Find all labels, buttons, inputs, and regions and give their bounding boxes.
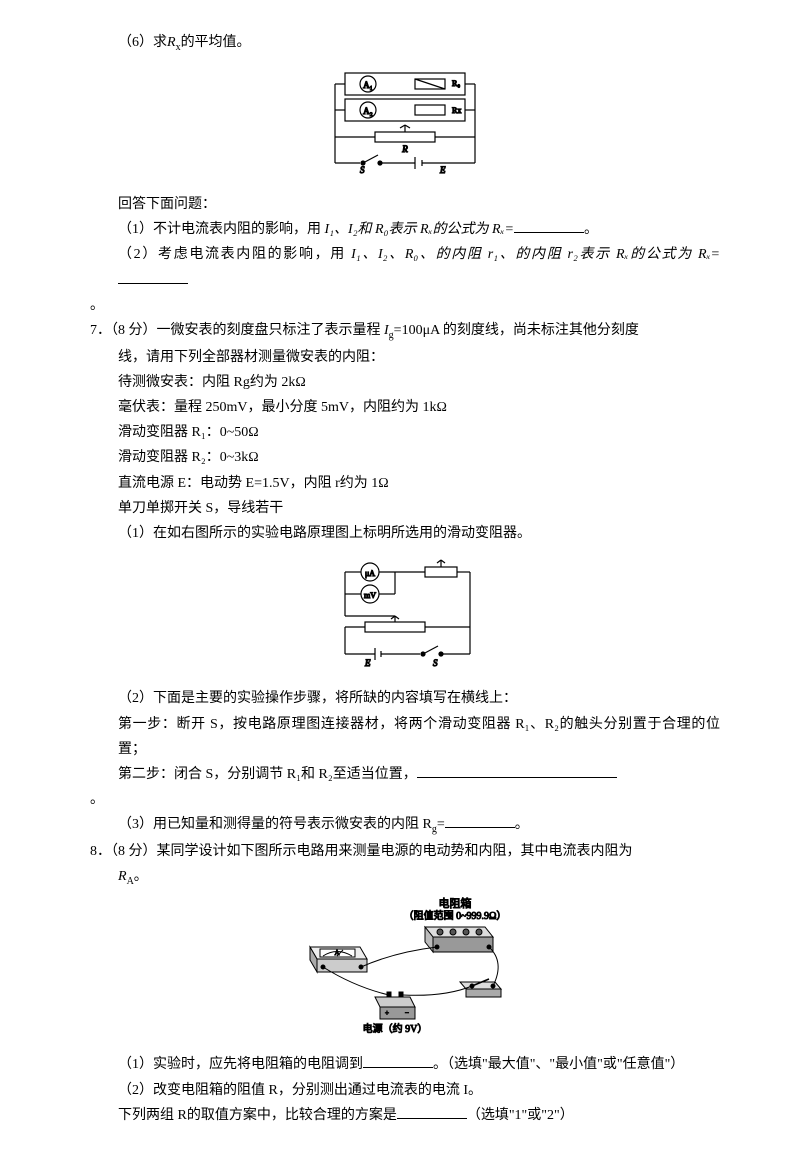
source-label: 电源（约 9V） [363, 1022, 428, 1035]
q7-step2: 第二步：闭合 S，分别调节 R₁和 R₂至适当位置， [90, 762, 720, 787]
q7-item4: 滑动变阻器 R₂：0~3kΩ [90, 445, 720, 470]
vars: I₁、I₂、R₀、的内阻 r₁、的内阻 r₂表示 Rₓ的公式为 Rₓ= [351, 247, 720, 262]
s-label: S [433, 658, 438, 668]
a1-label: A₁ [363, 80, 373, 90]
text: 第二步：闭合 S，分别调节 R₁和 R₂至适当位置， [118, 767, 417, 782]
q7-item3: 滑动变阻器 R₁：0~50Ω [90, 420, 720, 445]
blank-field[interactable] [514, 219, 584, 233]
q7-circuit: μA mV E S [90, 554, 720, 678]
blank-field[interactable] [118, 270, 188, 284]
q7-sub2: （2）下面是主要的实验操作步骤，将所缺的内容填写在横线上： [90, 686, 720, 711]
text: 。 [134, 869, 148, 884]
text: 。（选填"最大值"、"最小值"或"任意值"） [433, 1057, 684, 1072]
box-range: （阻值范围 0~999.9Ω） [404, 909, 507, 922]
text: （1）不计电流表内阻的影响，用 [118, 222, 325, 237]
text: （2）考虑电流表内阻的影响，用 [118, 247, 351, 262]
svg-text:A: A [334, 949, 339, 957]
q8-header: 8．（8 分）某同学设计如下图所示电路用来测量电源的电动势和内阻，其中电流表内阻… [90, 839, 720, 864]
q6-circuit: A₁ R₀ A₂ Rx R S E [90, 65, 720, 184]
var: R [118, 869, 127, 884]
q7-line2: 线，请用下列全部器材测量微安表的内阻： [90, 345, 720, 370]
text: （选填"1"或"2"） [467, 1108, 574, 1123]
text: （6）求 [118, 35, 167, 50]
q8-sub2b: 下列两组 R的取值方案中，比较合理的方案是 （选填"1"或"2"） [90, 1103, 720, 1128]
q8-figure: 电阻箱 （阻值范围 0~999.9Ω） A [90, 897, 720, 1046]
q6-answer-intro: 回答下面问题： [90, 192, 720, 217]
q7-step2-end: 。 [90, 787, 720, 812]
ua-label: μA [365, 569, 375, 578]
q6-a2: （2）考虑电流表内阻的影响，用 I₁、I₂、R₀、的内阻 r₁、的内阻 r₂表示… [90, 242, 720, 292]
s-label: S [360, 165, 365, 175]
blank-field[interactable] [417, 764, 617, 778]
q6-a2-end: 。 [90, 293, 720, 318]
svg-text:−: − [405, 1009, 409, 1017]
q7-sub3: （3）用已知量和测得量的符号表示微安表的内阻 Rg=。 [90, 812, 720, 839]
box-title: 电阻箱 [439, 897, 472, 910]
svg-text:+: + [385, 1009, 389, 1017]
text: （1）实验时，应先将电阻箱的电阻调到 [118, 1057, 363, 1072]
a2-label: A₂ [363, 106, 373, 116]
q7-sub1: （1）在如右图所示的实验电路原理图上标明所选用的滑动变阻器。 [90, 521, 720, 546]
sub: A [127, 876, 134, 887]
q8-sub2: （2）改变电阻箱的阻值 R，分别测出通过电流表的电流 I。 [90, 1078, 720, 1103]
q7-item6: 单刀单掷开关 S，导线若干 [90, 496, 720, 521]
text: =100μA 的刻度线，尚未标注其他分刻度 [394, 323, 639, 338]
q7-item2: 毫伏表：量程 250mV，最小分度 5mV，内阻约为 1kΩ [90, 395, 720, 420]
q7-header: 7．（8 分）一微安表的刻度盘只标注了表示量程 Ig=100μA 的刻度线，尚未… [90, 318, 720, 345]
q6-step6: （6）求Rx的平均值。 [90, 30, 720, 57]
text: 8．（8 分）某同学设计如下图所示电路用来测量电源的电动势和内阻，其中电流表内阻… [90, 844, 633, 859]
r0-label: R₀ [452, 79, 460, 88]
q7-step1: 第一步：断开 S，按电路原理图连接器材，将两个滑动变阻器 R₁、R₂的触头分别置… [90, 712, 720, 762]
blank-field[interactable] [363, 1054, 433, 1068]
eq: = [437, 817, 445, 832]
text: 的平均值。 [181, 35, 251, 50]
rx-label: Rx [452, 106, 461, 115]
blank-field[interactable] [397, 1105, 467, 1119]
text: 7．（8 分）一微安表的刻度盘只标注了表示量程 [90, 323, 384, 338]
blank-field[interactable] [445, 814, 515, 828]
text: （3）用已知量和测得量的符号表示微安表的内阻 R [118, 817, 432, 832]
text: 下列两组 R的取值方案中，比较合理的方案是 [118, 1108, 397, 1123]
mv-label: mV [364, 591, 376, 600]
e-label: E [364, 658, 371, 668]
q7-item1: 待测微安表：内阻 Rg约为 2kΩ [90, 370, 720, 395]
vars: I₁、I₂和 R₀表示 Rₓ的公式为 Rₓ= [325, 222, 515, 237]
text: 。 [584, 222, 598, 237]
q8-var: RA。 [90, 864, 720, 891]
r-label: R [401, 144, 408, 154]
var: R [167, 35, 176, 50]
q7-item5: 直流电源 E：电动势 E=1.5V，内阻 r约为 1Ω [90, 471, 720, 496]
q8-sub1: （1）实验时，应先将电阻箱的电阻调到 。（选填"最大值"、"最小值"或"任意值"） [90, 1052, 720, 1077]
q6-a1: （1）不计电流表内阻的影响，用 I₁、I₂和 R₀表示 Rₓ的公式为 Rₓ= 。 [90, 217, 720, 242]
e-label: E [439, 165, 446, 175]
text: 。 [515, 817, 529, 832]
